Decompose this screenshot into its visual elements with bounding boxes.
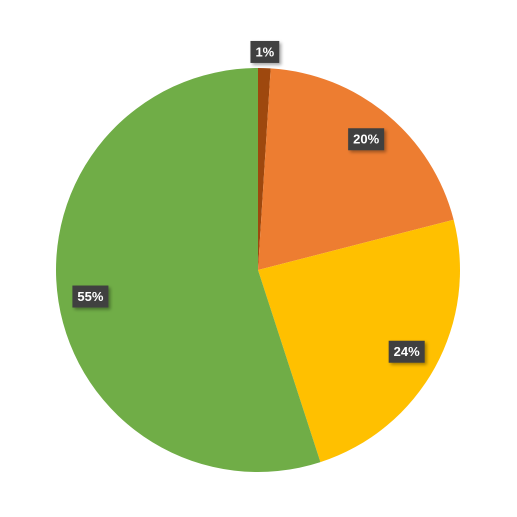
data-label-box: [348, 128, 385, 151]
data-label-box: [72, 285, 109, 308]
data-label-box: [250, 40, 280, 63]
data-label: 20%: [353, 132, 379, 147]
pie-slice: [258, 68, 454, 271]
data-label: 1%: [255, 44, 274, 59]
pie-slice: [258, 68, 271, 270]
data-label-box: [388, 340, 425, 363]
data-label: 55%: [77, 289, 103, 304]
pie-slice: [55, 68, 321, 473]
data-label: 24%: [394, 344, 420, 359]
pie-slice: [258, 219, 461, 463]
